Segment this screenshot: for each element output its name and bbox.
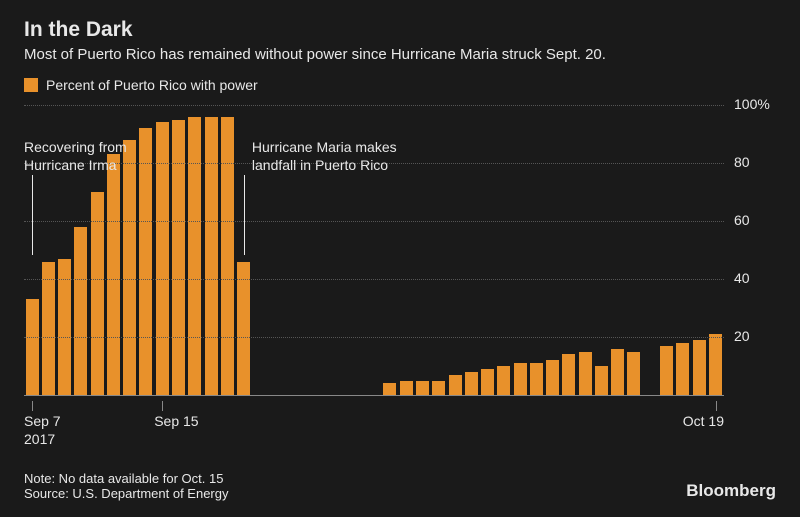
bar-slot <box>496 105 512 395</box>
y-axis-label: 60 <box>734 212 750 228</box>
footer-source: Source: U.S. Department of Energy <box>24 486 228 501</box>
plot: Recovering fromHurricane Irma Hurricane M… <box>24 105 772 395</box>
bar-slot <box>154 105 170 395</box>
annotation-text: Recovering fromHurricane Irma <box>24 139 127 174</box>
bar <box>107 154 120 395</box>
bar <box>530 363 543 395</box>
x-tick <box>162 401 163 411</box>
bar-slot <box>528 105 544 395</box>
y-axis-label: 20 <box>734 328 750 344</box>
bar-slot <box>219 105 235 395</box>
bar-slot <box>561 105 577 395</box>
bar <box>627 352 640 396</box>
legend-label: Percent of Puerto Rico with power <box>46 77 258 93</box>
y-axis-label: 80 <box>734 154 750 170</box>
bar-slot <box>170 105 186 395</box>
bar-slot <box>610 105 626 395</box>
bar-slot <box>675 105 691 395</box>
chart-subtitle: Most of Puerto Rico has remained without… <box>24 46 776 63</box>
annotation-line <box>32 175 33 255</box>
bar-slot <box>593 105 609 395</box>
chart-title: In the Dark <box>24 18 776 42</box>
bar-slot <box>479 105 495 395</box>
bar-slot <box>707 105 723 395</box>
bar-slot <box>431 105 447 395</box>
bar <box>172 120 185 396</box>
bar <box>481 369 494 395</box>
bar-slot <box>691 105 707 395</box>
bar-slot <box>545 105 561 395</box>
bar <box>595 366 608 395</box>
bar <box>139 128 152 395</box>
bar <box>514 363 527 395</box>
bar <box>660 346 673 395</box>
bar <box>416 381 429 396</box>
x-axis-label: Sep 15 <box>154 413 198 429</box>
bar-slot <box>642 105 658 395</box>
bar <box>188 117 201 395</box>
bar <box>221 117 234 395</box>
bar <box>400 381 413 396</box>
bar <box>432 381 445 396</box>
x-axis: Sep 7 2017 Sep 15 Oct 19 <box>24 401 724 451</box>
bar <box>26 299 39 395</box>
bar <box>693 340 706 395</box>
bar <box>237 262 250 395</box>
bar-slot <box>463 105 479 395</box>
bar <box>205 117 218 395</box>
gridline <box>24 105 724 106</box>
bar <box>42 262 55 395</box>
baseline <box>24 395 724 396</box>
bar <box>709 334 722 395</box>
bar-slot <box>447 105 463 395</box>
chart-container: In the Dark Most of Puerto Rico has rema… <box>0 0 800 517</box>
gridline <box>24 337 724 338</box>
bar <box>562 354 575 395</box>
bar <box>74 227 87 395</box>
bar-slot <box>187 105 203 395</box>
bar <box>449 375 462 395</box>
x-axis-sublabel: 2017 <box>24 431 55 447</box>
legend-swatch <box>24 78 38 92</box>
bar <box>579 352 592 396</box>
legend: Percent of Puerto Rico with power <box>24 77 776 93</box>
x-axis-label: Sep 7 <box>24 413 61 429</box>
footer: Note: No data available for Oct. 15 Sour… <box>24 471 228 501</box>
bar <box>123 140 136 395</box>
bar-slot <box>658 105 674 395</box>
bar-slot <box>512 105 528 395</box>
y-axis-label: 100% <box>734 96 770 112</box>
y-axis-label: 40 <box>734 270 750 286</box>
bar <box>383 383 396 395</box>
bar <box>91 192 104 395</box>
bar <box>546 360 559 395</box>
gridline <box>24 221 724 222</box>
plot-area: Recovering fromHurricane Irma Hurricane M… <box>24 105 724 395</box>
bar <box>497 366 510 395</box>
bar-slot <box>138 105 154 395</box>
brand-logo: Bloomberg <box>686 481 776 501</box>
bar <box>676 343 689 395</box>
bar-slot <box>626 105 642 395</box>
bar-slot <box>577 105 593 395</box>
annotation-line <box>244 175 245 255</box>
footer-note: Note: No data available for Oct. 15 <box>24 471 228 486</box>
bar-slot <box>398 105 414 395</box>
bar <box>611 349 624 395</box>
bar-slot <box>414 105 430 395</box>
bar <box>465 372 478 395</box>
x-tick <box>32 401 33 411</box>
annotation-text: Hurricane Maria makeslandfall in Puerto … <box>252 139 397 174</box>
x-tick <box>716 401 717 411</box>
x-axis-label: Oct 19 <box>683 413 724 429</box>
bar-slot <box>203 105 219 395</box>
gridline <box>24 279 724 280</box>
